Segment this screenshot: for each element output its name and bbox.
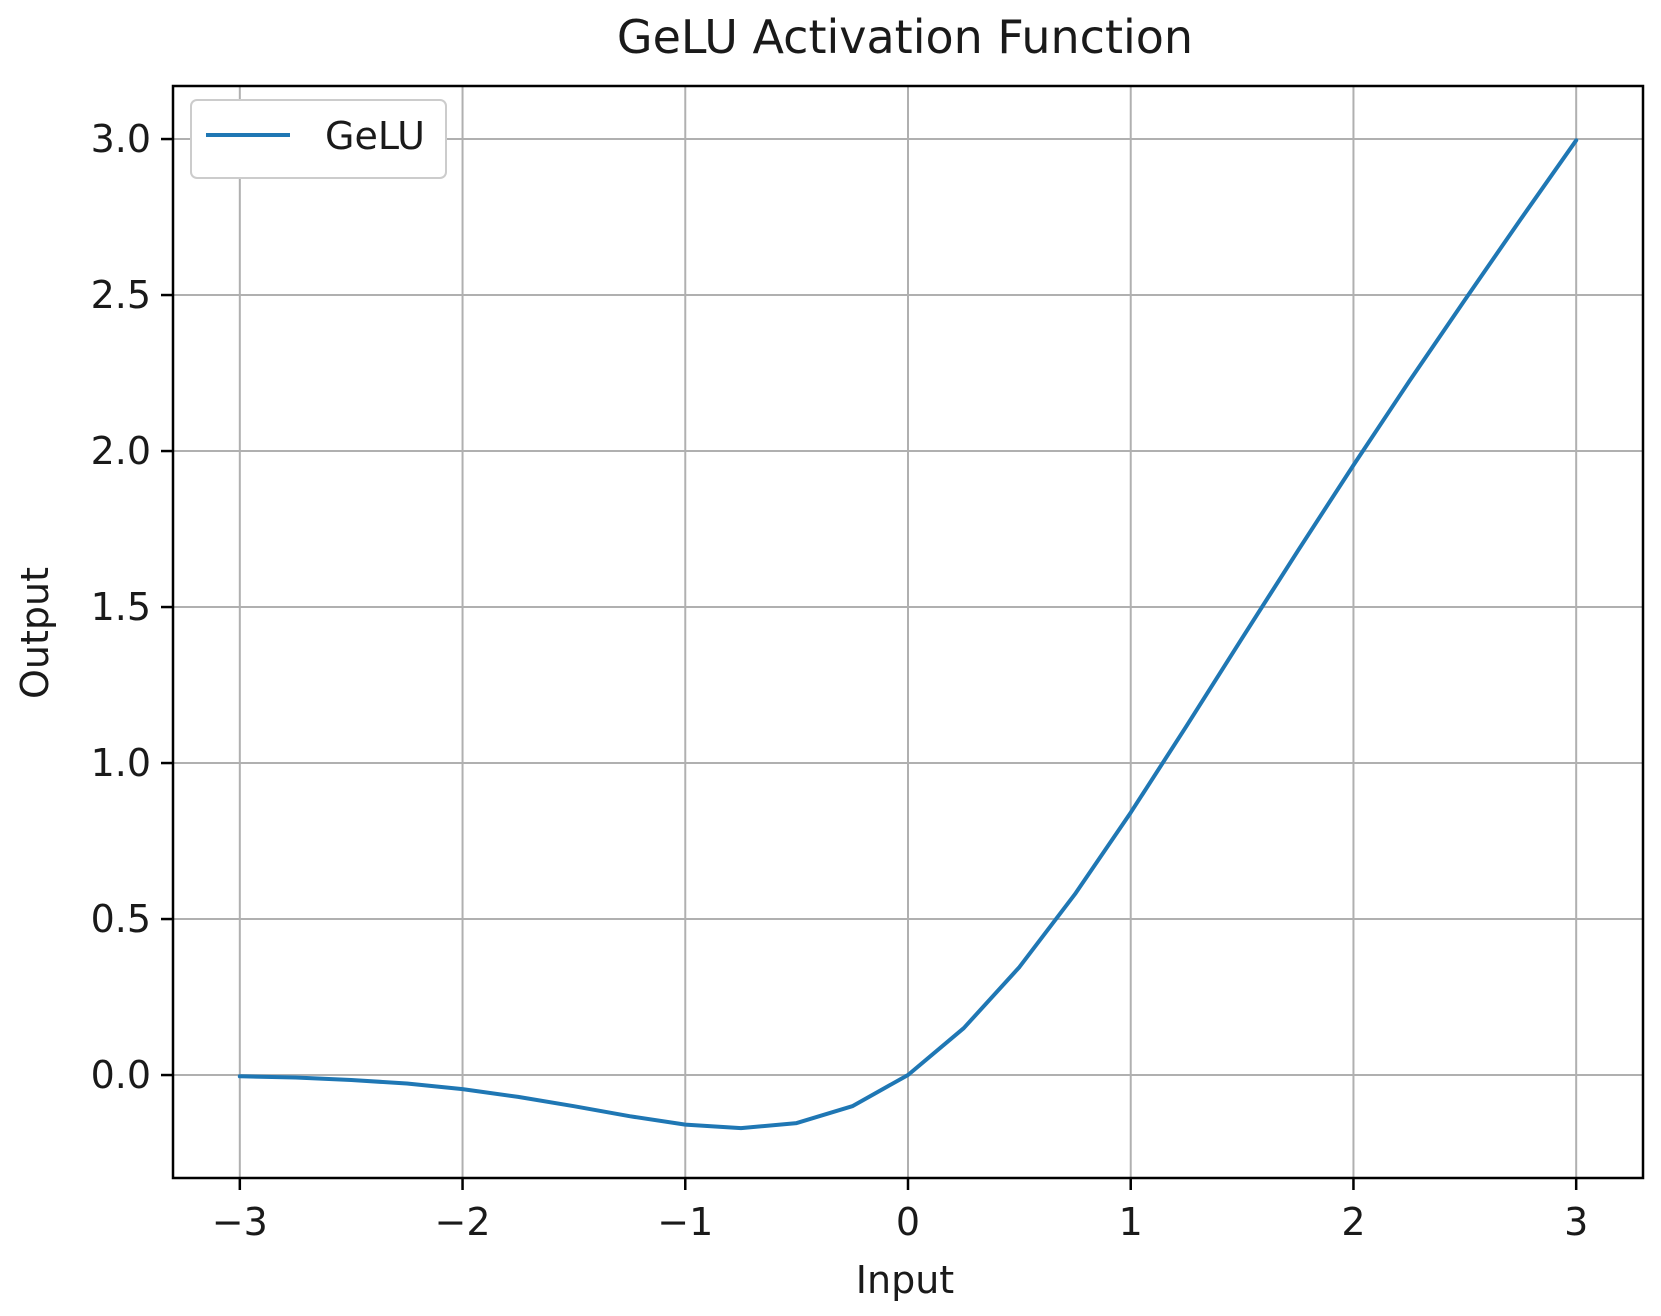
- y-tick-label: 1.0: [91, 741, 151, 785]
- y-tick-label: 1.5: [91, 585, 151, 629]
- x-tick-label: −1: [657, 1200, 713, 1244]
- y-tick-label: 2.5: [91, 273, 151, 317]
- x-tick-label: 2: [1341, 1200, 1365, 1244]
- legend-box: [190, 99, 447, 179]
- x-tick-label: −3: [212, 1200, 268, 1244]
- x-axis-label: Input: [856, 1258, 954, 1302]
- chart-title: GeLU Activation Function: [617, 10, 1193, 64]
- legend: GeLU: [190, 99, 447, 179]
- x-tick-label: 0: [896, 1200, 920, 1244]
- legend-label-gelu: GeLU: [325, 114, 425, 158]
- x-tick-label: 3: [1564, 1200, 1588, 1244]
- grid: [173, 86, 1643, 1178]
- series-line-gelu: [237, 138, 1579, 1131]
- y-axis-label: Output: [13, 567, 57, 699]
- y-tick-label: 3.0: [91, 117, 151, 161]
- axis-ticks: −3 −2 −1 0 1 2 3 0.0 0.5 1.0 1.5 2.0 2.5 3.0: [91, 117, 1589, 1244]
- plot-area: [237, 138, 1579, 1131]
- x-tick-label: −2: [435, 1200, 491, 1244]
- y-tick-label: 0.5: [91, 897, 151, 941]
- y-tick-label: 2.0: [91, 429, 151, 473]
- y-tick-label: 0.0: [91, 1053, 151, 1097]
- x-tick-label: 1: [1119, 1200, 1143, 1244]
